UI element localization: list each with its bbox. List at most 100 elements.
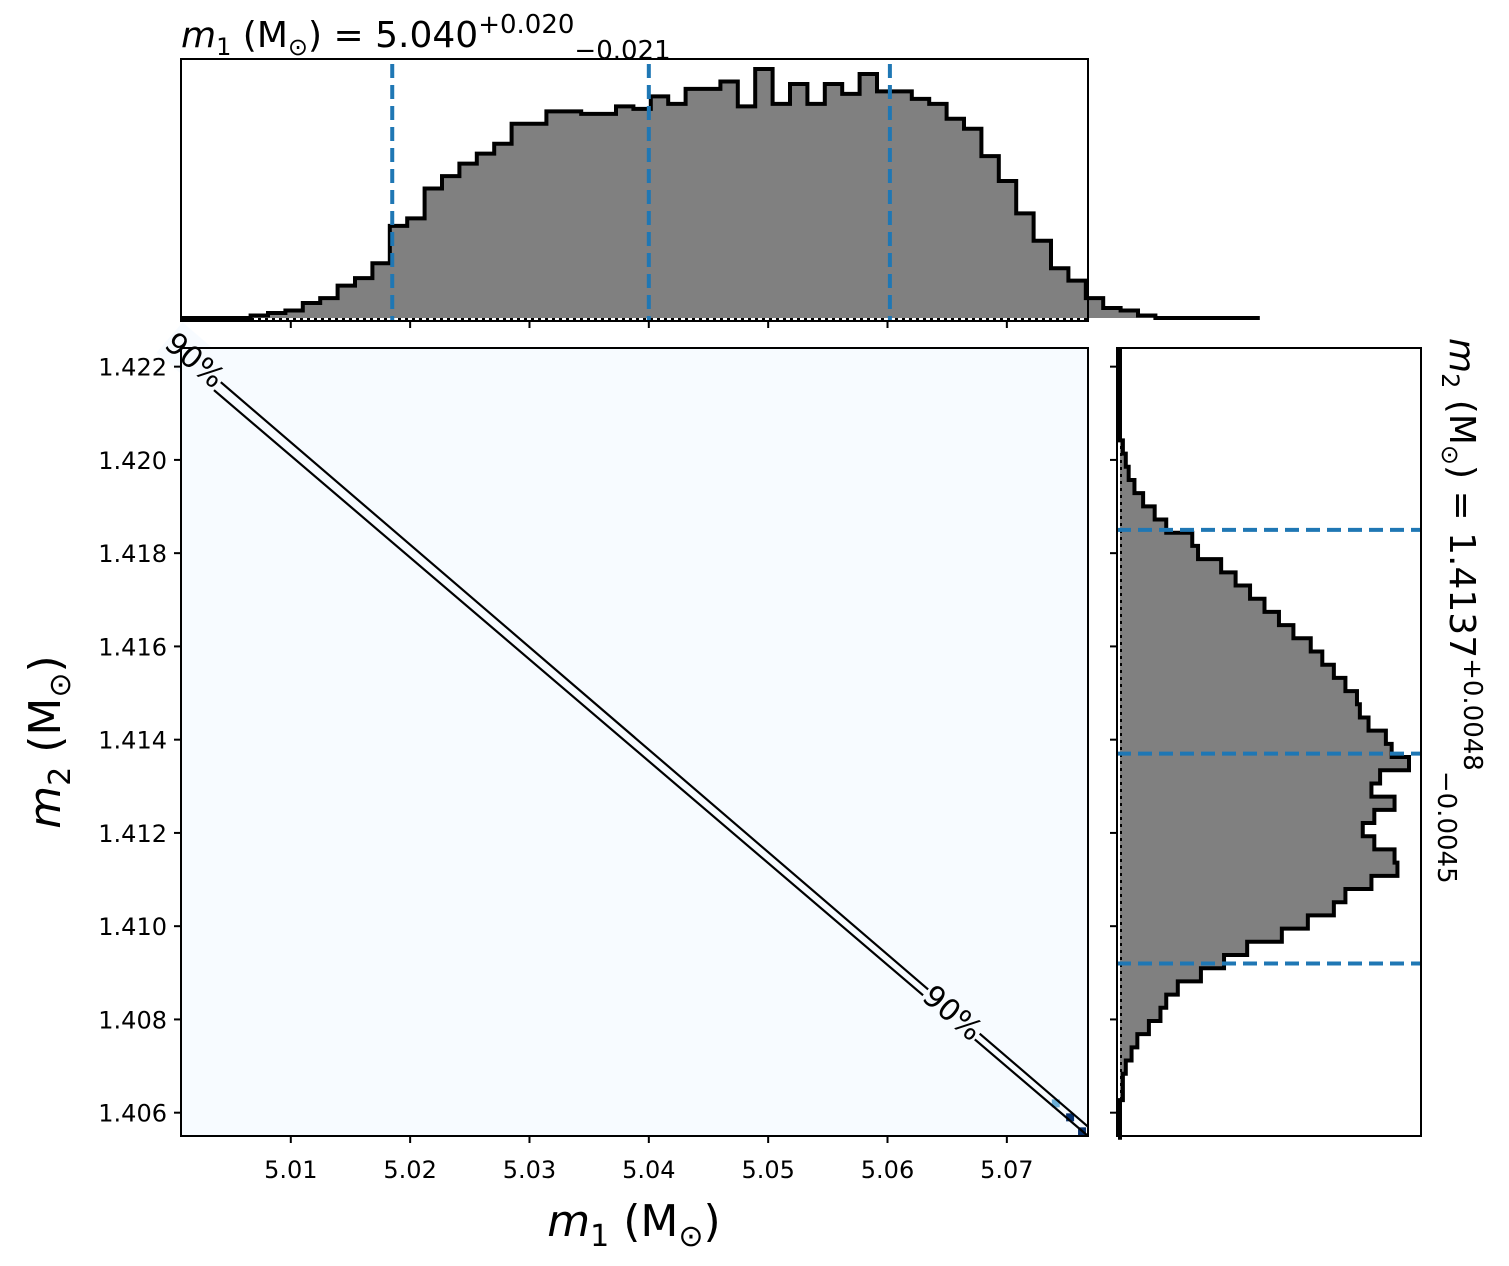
right-hist-bar — [1120, 453, 1126, 468]
y-tick-label: 1.418 — [98, 540, 167, 568]
top-hist-bar — [842, 93, 861, 319]
right-hist-bar — [1120, 1047, 1132, 1062]
y-tick-label: 1.420 — [98, 447, 167, 475]
top-hist-bar — [511, 123, 530, 318]
top-hist-bar — [337, 285, 356, 318]
top-hist-bar — [946, 118, 965, 318]
top-hist-bar — [268, 313, 286, 318]
y-tick-label: 1.406 — [98, 1100, 167, 1128]
top-hist-bar — [1068, 280, 1087, 318]
top-hist-bar — [598, 113, 617, 318]
right-y-ticks — [1110, 365, 1117, 1114]
top-hist-bar — [494, 143, 513, 318]
m1-summary-title: m1 (M⊙) = 5.040+0.020−0.021 — [181, 10, 671, 66]
y-tick-label: 1.412 — [98, 820, 167, 848]
top-hist-bar — [685, 88, 704, 318]
top-hist-bar — [459, 163, 478, 318]
top-hist-bar — [1103, 308, 1122, 318]
right-quantile-lines — [1117, 527, 1421, 966]
x-label-sun: ⊙ — [678, 1219, 703, 1254]
right-hist-bar — [1120, 757, 1409, 771]
right-hist-bar — [1120, 519, 1167, 534]
right-hist-bar — [1120, 466, 1129, 481]
top-hist-bar — [668, 103, 687, 318]
top-hist-bar — [1016, 213, 1035, 318]
top-hist-bar — [877, 91, 895, 318]
right-marginal-panel: m2 (M⊙) = 1.4137+0.0048−0.0045 — [1110, 338, 1487, 1140]
joint-panel: 90% 90% 5.01 5.02 5.03 5.04 5.05 5.06 5.07 1.4… — [20, 322, 1089, 1254]
right-hist-bar — [1120, 1007, 1161, 1022]
right-hist-bar — [1120, 493, 1144, 507]
m2-title-units: (M — [1441, 388, 1482, 445]
top-hist-bar — [389, 225, 408, 318]
x-tick-label: 5.06 — [861, 1156, 914, 1184]
x-label-close: ) — [704, 1196, 721, 1247]
right-hist-bar — [1120, 809, 1375, 824]
y-tick-label: 1.414 — [98, 727, 167, 755]
x-tick-label: 5.04 — [622, 1156, 675, 1184]
top-hist-bar — [859, 73, 878, 318]
right-hist-bar — [1120, 1034, 1138, 1048]
top-hist-bar — [320, 298, 339, 318]
density-cell — [1051, 1099, 1060, 1108]
m1-title-sub: 1 — [216, 33, 231, 61]
top-hist-bar — [703, 88, 721, 318]
joint-y-ticks: 1.406 1.408 1.410 1.412 1.414 1.416 1.418 1.420… — [98, 354, 181, 1128]
m1-title-units: (M — [231, 15, 288, 56]
right-hist-bar — [1120, 1060, 1126, 1075]
y-label-sun: ⊙ — [43, 672, 78, 697]
y-label-var: m — [20, 786, 71, 829]
top-hist-bar — [1120, 310, 1139, 318]
right-hist-bar — [1120, 638, 1311, 652]
right-hist-bar — [1120, 994, 1167, 1009]
contour-label-mask-lower — [914, 975, 992, 1050]
right-hist-bar — [1120, 506, 1155, 521]
right-hist-bar — [1120, 915, 1308, 930]
right-hist-bar — [1120, 889, 1346, 903]
right-hist-bar — [1120, 651, 1323, 666]
top-hist-bar — [1033, 240, 1052, 318]
right-hist-bar — [1120, 559, 1222, 573]
right-hist-bar — [1120, 783, 1372, 798]
top-hist-bar — [1085, 298, 1104, 318]
m2-title-eq: ) = 1.4137 — [1441, 465, 1482, 658]
x-tick-label: 5.02 — [383, 1156, 436, 1184]
y-label-close: ) — [20, 655, 71, 672]
m1-title-eq: ) = 5.040 — [308, 15, 478, 56]
m2-summary-title: m2 (M⊙) = 1.4137+0.0048−0.0045 — [1431, 338, 1487, 884]
y-axis-label: m2 (M⊙) — [20, 655, 78, 828]
contour-label-mask-upper — [156, 322, 235, 397]
x-tick-label: 5.03 — [503, 1156, 556, 1184]
top-hist-bar — [807, 103, 826, 318]
right-hist-bar — [1120, 968, 1201, 982]
top-hist-bar — [563, 111, 582, 318]
top-hist-bar — [476, 153, 495, 318]
right-histogram-bars — [1120, 440, 1409, 1101]
right-hist-bar — [1120, 585, 1251, 600]
top-histogram-bars — [250, 69, 1156, 319]
top-hist-bar — [581, 113, 600, 318]
top-hist-bar — [824, 83, 843, 318]
right-hist-bar — [1120, 625, 1294, 639]
right-hist-bar — [1120, 928, 1282, 943]
right-histogram-outline — [1118, 348, 1411, 1140]
m2-title-sun: ⊙ — [1436, 445, 1464, 465]
y-tick-label: 1.422 — [98, 354, 167, 382]
right-hist-bar — [1120, 730, 1386, 745]
top-hist-bar — [790, 83, 808, 318]
top-hist-bar — [911, 98, 930, 318]
m2-title-plus: +0.0048 — [1457, 658, 1487, 771]
x-label-sub: 1 — [590, 1219, 609, 1254]
m2-title-sub: 2 — [1436, 373, 1464, 388]
top-x-ticks — [289, 321, 1008, 328]
top-hist-bar — [755, 69, 774, 318]
top-hist-bar — [929, 103, 948, 318]
top-hist-bar — [894, 91, 913, 318]
top-quantile-lines — [390, 64, 892, 321]
top-hist-bar — [1051, 268, 1069, 318]
right-hist-bar — [1120, 862, 1398, 877]
right-hist-bar — [1120, 479, 1135, 494]
y-tick-label: 1.408 — [98, 1006, 167, 1034]
right-hist-bar — [1120, 677, 1346, 692]
